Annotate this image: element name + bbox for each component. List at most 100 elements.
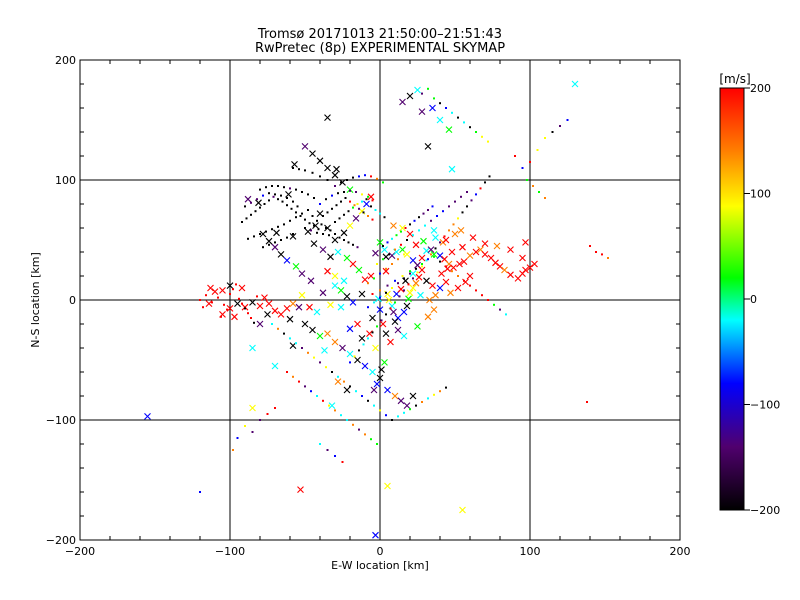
data-point-cross: [369, 314, 376, 322]
data-point-cross: [271, 307, 279, 315]
data-point-dot: [394, 248, 396, 251]
data-point-dot: [367, 399, 369, 402]
data-point-cross: [423, 277, 430, 285]
data-point-dot: [289, 337, 291, 340]
data-point-cross: [399, 98, 406, 106]
data-point-dot: [379, 212, 381, 215]
data-point-dot: [244, 307, 246, 310]
data-point-dot: [529, 161, 531, 163]
data-point-dot: [343, 191, 345, 193]
data-point-dot: [316, 395, 318, 397]
data-point-cross: [234, 300, 241, 307]
data-point-dot: [295, 216, 297, 219]
colorbar: [m/s] 200 100 0 −100 −200: [719, 72, 780, 517]
data-point-dot: [376, 263, 378, 265]
data-point-dot: [589, 245, 591, 247]
data-point-dot: [349, 385, 351, 388]
data-point-dot: [292, 200, 294, 203]
data-point-cross: [319, 289, 327, 297]
data-point-dot: [445, 386, 447, 389]
data-point-cross: [399, 224, 406, 232]
data-point-dot: [382, 181, 384, 184]
data-point-cross: [349, 260, 357, 268]
data-point-dot: [601, 253, 603, 256]
data-point-dot: [259, 206, 261, 209]
data-point-cross: [403, 302, 411, 310]
data-point-dot: [268, 192, 270, 195]
data-point-dot: [439, 390, 441, 393]
data-point-cross: [316, 157, 324, 165]
data-point-dot: [379, 296, 381, 299]
data-point-dot: [256, 295, 258, 298]
data-point-dot: [451, 111, 453, 114]
data-point-dot: [371, 199, 374, 202]
data-point-dot: [274, 407, 276, 409]
data-point-cross: [424, 313, 432, 321]
data-point-cross: [501, 266, 508, 274]
data-point-cross: [211, 288, 219, 295]
data-point-cross: [331, 282, 339, 289]
data-point-dot: [436, 215, 438, 217]
data-point-dot: [199, 299, 201, 301]
data-point-cross: [343, 386, 351, 394]
data-point-dot: [313, 197, 315, 199]
data-point-dot: [409, 272, 411, 275]
data-point-cross: [339, 179, 346, 186]
data-point-dot: [353, 355, 356, 358]
data-point-dot: [229, 293, 231, 295]
data-point-dot: [272, 195, 275, 198]
data-point-dot: [263, 203, 266, 205]
data-point-dot: [383, 216, 386, 219]
data-point-cross: [295, 303, 303, 311]
colorbar-tick-label: −100: [750, 399, 780, 412]
data-point-cross: [496, 263, 504, 270]
data-point-dot: [421, 401, 423, 403]
data-point-cross: [331, 171, 339, 179]
data-point-dot: [295, 342, 297, 345]
data-point-dot: [232, 288, 234, 291]
data-point-dot: [376, 443, 378, 445]
data-point-dot: [391, 287, 393, 289]
data-point-cross: [372, 249, 379, 257]
data-point-cross: [454, 284, 462, 292]
data-point-dot: [277, 225, 279, 228]
data-point-cross: [379, 320, 387, 328]
data-point-cross: [346, 222, 354, 229]
data-point-dot: [379, 409, 381, 412]
data-point-dot: [226, 308, 228, 311]
data-point-cross: [420, 237, 427, 245]
data-point-dot: [445, 107, 447, 109]
data-point-cross: [231, 313, 238, 321]
data-point-dot: [298, 168, 300, 171]
data-point-cross: [493, 242, 501, 250]
data-point-dot: [326, 449, 329, 451]
data-point-cross: [450, 264, 457, 271]
data-point-dot: [271, 228, 273, 231]
data-point-dot: [532, 185, 534, 187]
data-point-dot: [352, 243, 354, 246]
data-point-cross: [324, 330, 331, 337]
data-point-cross: [219, 287, 226, 294]
data-point-cross: [472, 248, 480, 256]
data-point-dot: [461, 211, 464, 214]
data-point-dot: [335, 204, 338, 207]
data-point-dot: [289, 187, 291, 190]
data-point-dot: [367, 195, 369, 198]
data-point-dot: [304, 227, 306, 229]
data-point-dot: [475, 131, 477, 133]
data-point-dot: [343, 380, 345, 383]
data-point-cross: [244, 195, 252, 203]
data-point-dot: [202, 306, 204, 309]
data-point-dot: [385, 313, 387, 316]
data-point-cross: [363, 200, 370, 208]
data-point-dot: [265, 186, 267, 189]
data-point-dot: [385, 291, 387, 294]
data-point-dot: [559, 125, 561, 127]
data-point-dot: [413, 219, 416, 222]
data-point-cross: [339, 344, 346, 352]
data-point-cross: [312, 222, 319, 229]
data-point-dot: [337, 375, 339, 378]
data-point-dot: [595, 251, 597, 253]
data-point-dot: [367, 306, 369, 309]
data-point-cross: [226, 282, 234, 289]
